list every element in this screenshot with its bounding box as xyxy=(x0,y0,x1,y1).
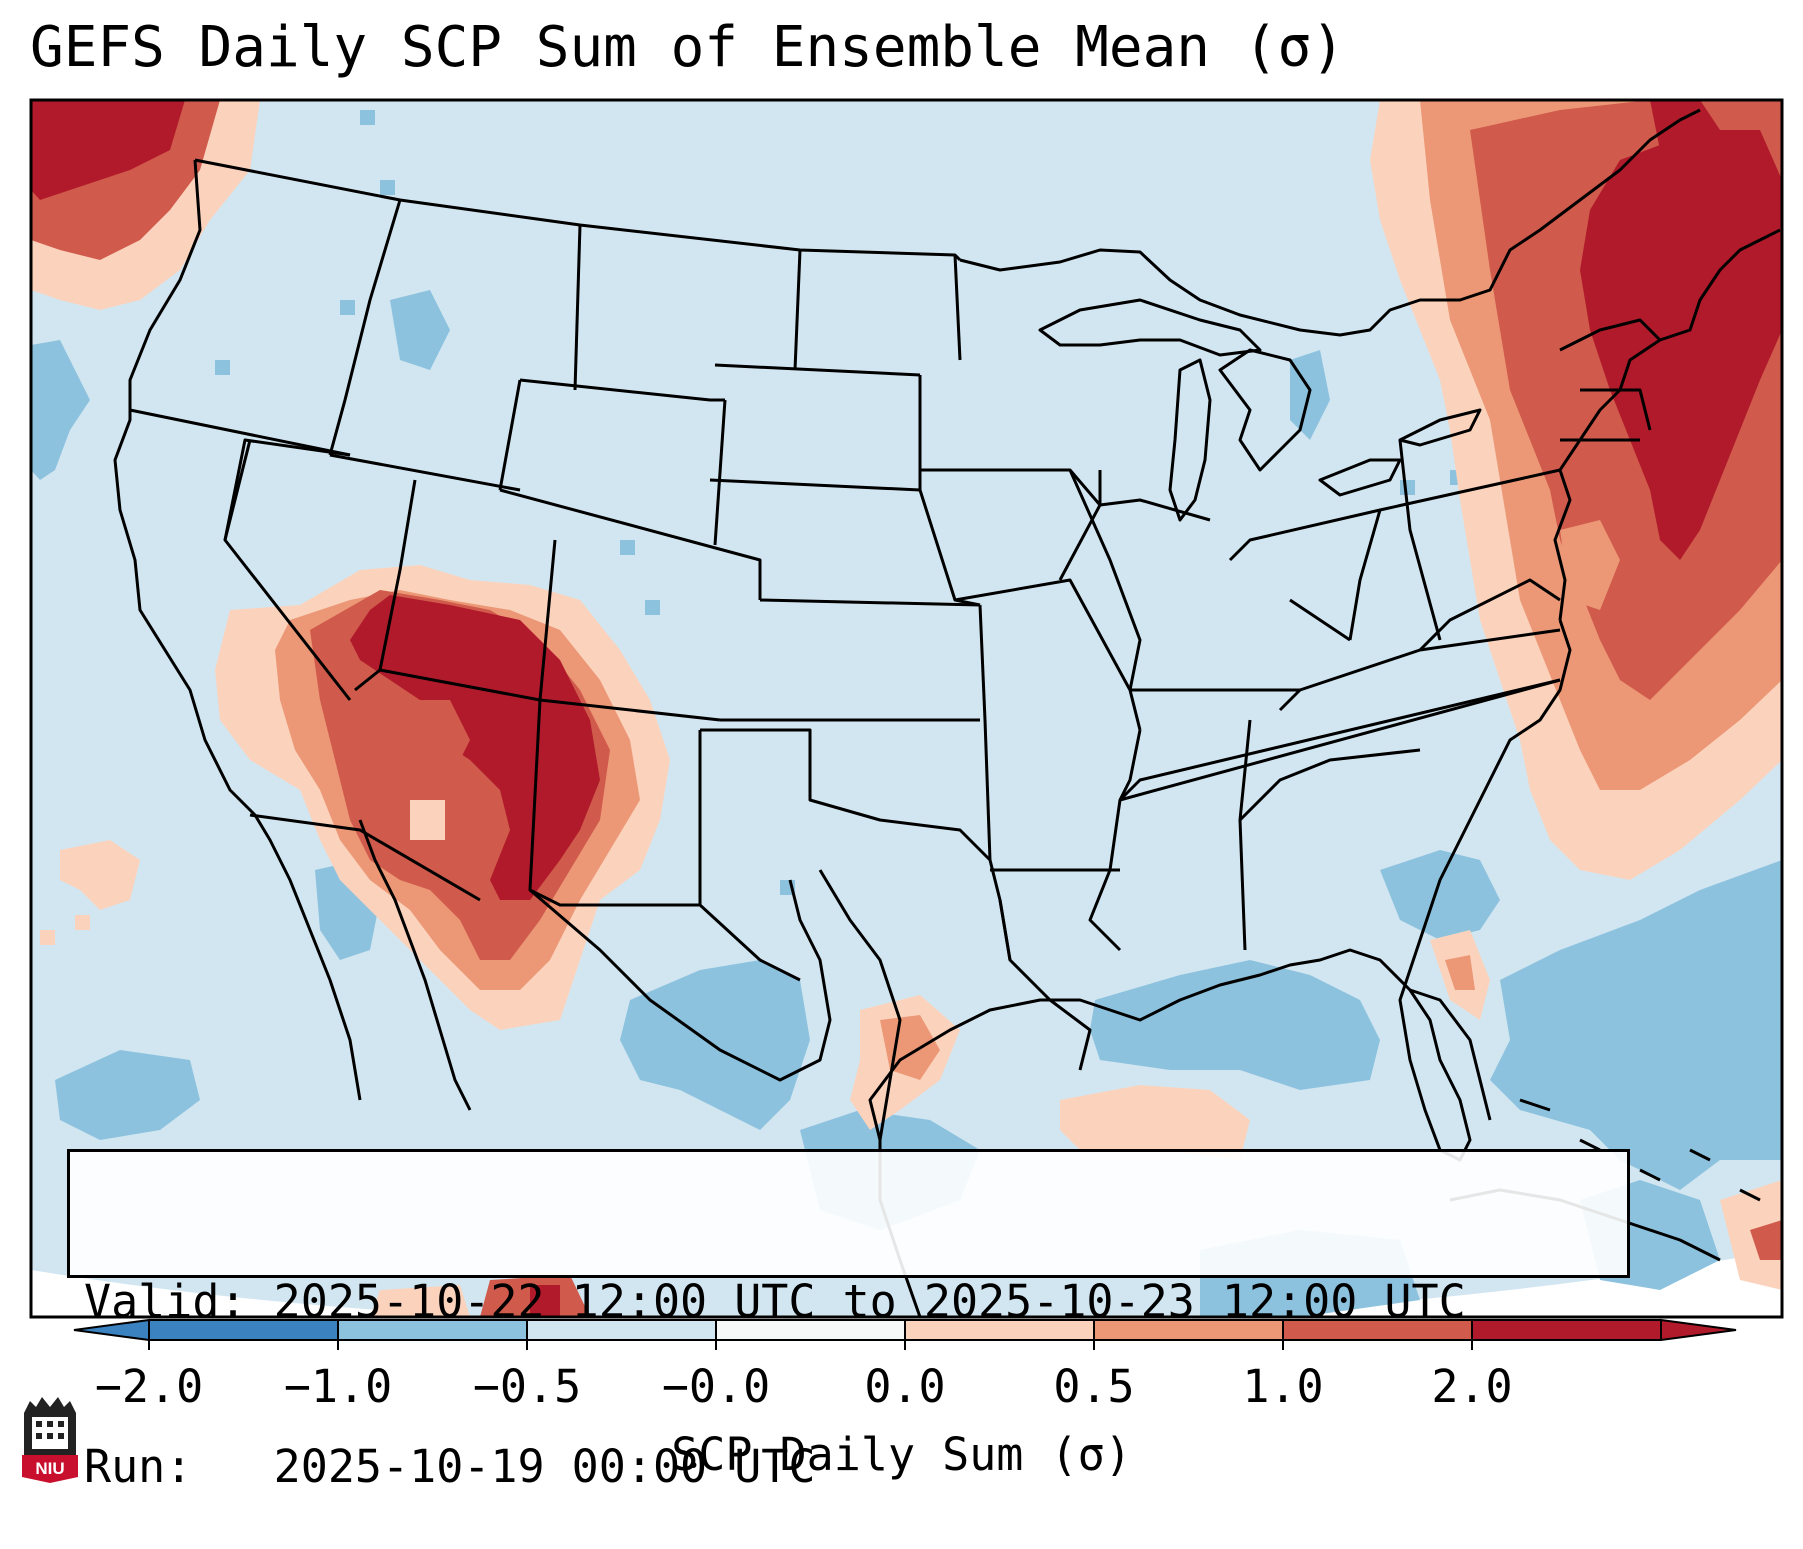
colorbar-segment xyxy=(1283,1320,1473,1340)
colorbar-segment xyxy=(149,1320,339,1340)
colorbar-tick-label: −0.0 xyxy=(661,1360,771,1413)
atlantic-positive-spot xyxy=(1560,520,1620,610)
northwest-high-area xyxy=(31,100,260,310)
colorbar-label: SCP Daily Sum (σ) xyxy=(671,1428,1132,1481)
colorbar-extend-high xyxy=(1660,1318,1737,1342)
map-frame xyxy=(29,98,1784,1319)
niu-logo: NIU xyxy=(22,1397,78,1483)
chart-title: GEFS Daily SCP Sum of Ensemble Mean (σ) xyxy=(30,15,1345,80)
colorbar xyxy=(73,1318,1737,1350)
colorbar-segment xyxy=(527,1320,717,1340)
colorbar-tick-label: −1.0 xyxy=(283,1360,393,1413)
colorbar-segment xyxy=(716,1320,906,1340)
colorbar-segment xyxy=(1472,1320,1662,1340)
valid-run-info-box: Valid: 2025-10-22 12:00 UTC to 2025-10-2… xyxy=(67,1149,1630,1493)
colorbar-segment xyxy=(1094,1320,1284,1340)
colorbar-segment xyxy=(338,1320,528,1340)
map-panel xyxy=(29,98,1784,1350)
scattered-positive-spots xyxy=(40,840,1782,1317)
colorbar-tick-label: −0.5 xyxy=(472,1360,582,1413)
colorbar-segment xyxy=(905,1320,1095,1340)
boundaries xyxy=(113,108,1781,1317)
projection-edge xyxy=(31,1250,1782,1317)
colorbar-tick-label: −2.0 xyxy=(94,1360,204,1413)
colorbar-tick-label: 0.5 xyxy=(1053,1360,1135,1413)
logo-text: NIU xyxy=(35,1459,64,1478)
colorbar-tick-label: 0.0 xyxy=(864,1360,946,1413)
colorbar-tick-label: 2.0 xyxy=(1431,1360,1513,1413)
colorbar-tick-label: 1.0 xyxy=(1242,1360,1324,1413)
valid-time-text: Valid: 2025-10-22 12:00 UTC to 2025-10-2… xyxy=(84,1275,1466,1328)
run-time-text: Run: 2025-10-19 00:00 UTC xyxy=(84,1440,816,1493)
